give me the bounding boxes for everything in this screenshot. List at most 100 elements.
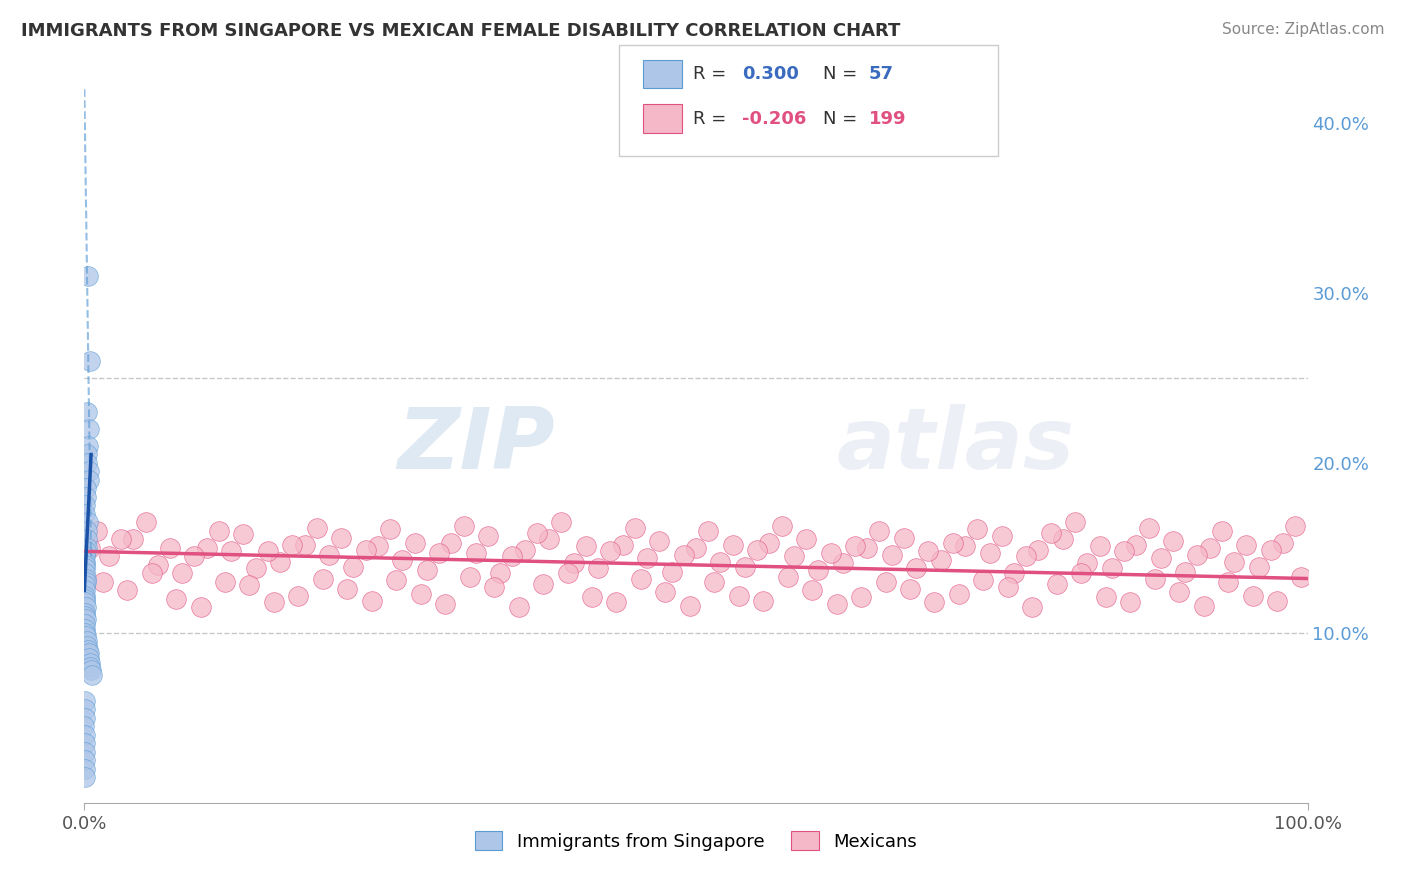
Point	[76, 533, 98, 547]
Point	[75, 549, 97, 564]
Point	[77, 465, 100, 479]
Point	[75, 606, 97, 620]
Point	[1265, 593, 1288, 607]
Point	[380, 522, 402, 536]
Point	[636, 551, 658, 566]
Point	[165, 591, 187, 606]
Point	[875, 574, 897, 589]
Text: N =: N =	[823, 65, 862, 83]
Point	[1187, 548, 1209, 562]
Point	[75, 574, 97, 589]
Point	[1260, 542, 1282, 557]
Point	[953, 539, 976, 553]
Point	[979, 546, 1001, 560]
Point	[76, 405, 98, 419]
Point	[453, 519, 475, 533]
Point	[599, 544, 621, 558]
Point	[1052, 533, 1074, 547]
Point	[73, 719, 96, 733]
Point	[312, 572, 335, 586]
Text: ZIP: ZIP	[398, 404, 555, 488]
Point	[464, 546, 486, 560]
Point	[257, 544, 280, 558]
Point	[73, 694, 96, 708]
Point	[1076, 556, 1098, 570]
Point	[794, 533, 817, 547]
Point	[79, 541, 101, 555]
Point	[76, 541, 98, 555]
Point	[747, 542, 769, 557]
Point	[287, 589, 309, 603]
Point	[73, 583, 96, 598]
Point	[531, 576, 554, 591]
Point	[97, 549, 120, 564]
Point	[73, 589, 96, 603]
Point	[76, 448, 98, 462]
Point	[391, 553, 413, 567]
Point	[434, 597, 457, 611]
Point	[831, 556, 853, 570]
Text: atlas: atlas	[837, 404, 1074, 488]
Point	[75, 770, 97, 784]
Point	[1094, 591, 1116, 605]
Point	[1284, 519, 1306, 533]
Point	[77, 643, 100, 657]
Point	[942, 536, 965, 550]
Point	[1137, 520, 1160, 534]
Point	[648, 534, 671, 549]
Point	[76, 456, 98, 470]
Point	[342, 559, 364, 574]
Point	[502, 549, 524, 564]
Point	[991, 529, 1014, 543]
Point	[880, 548, 903, 562]
Point	[905, 561, 928, 575]
Point	[557, 566, 579, 581]
Point	[245, 561, 267, 575]
Text: Source: ZipAtlas.com: Source: ZipAtlas.com	[1222, 22, 1385, 37]
Point	[1070, 566, 1092, 581]
Point	[966, 522, 988, 536]
Point	[135, 516, 157, 530]
Point	[318, 548, 340, 562]
Point	[190, 600, 212, 615]
Point	[219, 544, 242, 558]
Point	[997, 580, 1019, 594]
Point	[1198, 541, 1220, 555]
Text: R =: R =	[693, 110, 733, 128]
Point	[458, 570, 481, 584]
Point	[232, 527, 254, 541]
Point	[685, 541, 707, 555]
Point	[630, 572, 652, 586]
Point	[1174, 565, 1197, 579]
Point	[1161, 534, 1184, 549]
Point	[73, 745, 96, 759]
Point	[869, 524, 891, 538]
Point	[752, 593, 775, 607]
Point	[917, 544, 939, 558]
Point	[367, 539, 389, 553]
Point	[849, 591, 872, 605]
Point	[73, 711, 96, 725]
Point	[893, 531, 915, 545]
Point	[385, 573, 408, 587]
Point	[427, 546, 450, 560]
Point	[1114, 544, 1136, 558]
Point	[1247, 559, 1270, 574]
Point	[672, 548, 695, 562]
Point	[159, 541, 181, 555]
Point	[1028, 542, 1050, 557]
Point	[679, 599, 702, 613]
Point	[727, 589, 749, 603]
Point	[76, 640, 98, 654]
Point	[807, 563, 830, 577]
Point	[305, 520, 328, 534]
Point	[172, 566, 194, 581]
Point	[73, 558, 96, 572]
Point	[360, 593, 382, 607]
Point	[238, 578, 260, 592]
Point	[1236, 537, 1258, 551]
Point	[79, 354, 101, 368]
Point	[1143, 572, 1166, 586]
Point	[1150, 551, 1173, 566]
Point	[404, 536, 426, 550]
